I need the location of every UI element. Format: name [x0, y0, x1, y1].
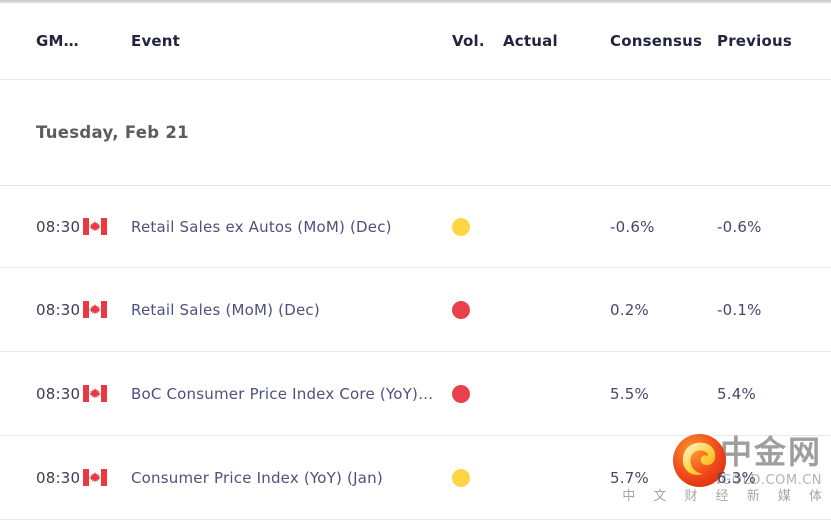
canada-flag-icon	[83, 385, 108, 402]
watermark-brand: 中金网	[719, 433, 822, 471]
column-header-actual[interactable]: Actual	[503, 32, 558, 50]
event-name-link[interactable]: Consumer Price Index (YoY) (Jan)	[131, 468, 383, 487]
column-header-previous[interactable]: Previous	[717, 32, 792, 50]
volatility-dot-icon	[452, 217, 470, 236]
consensus-value: 5.5%	[610, 384, 649, 403]
previous-value: 5.4%	[717, 384, 756, 403]
event-name-link[interactable]: Retail Sales (MoM) (Dec)	[131, 300, 320, 319]
table-top-border	[0, 0, 831, 3]
watermark-tagline: 中 文 财 经 新 媒 体	[622, 489, 829, 504]
event-name-link[interactable]: Retail Sales ex Autos (MoM) (Dec)	[131, 217, 392, 236]
volatility-dot-icon	[452, 468, 470, 487]
date-label: Tuesday, Feb 21	[36, 123, 189, 142]
consensus-value: 5.7%	[610, 468, 649, 487]
column-header-gmt[interactable]: GM…	[36, 32, 79, 50]
volatility-dot-icon	[452, 300, 470, 319]
column-header-vol[interactable]: Vol.	[452, 32, 485, 50]
watermark: 中金网 CNGOLD.COM.CN 中 文 财 经 新 媒 体	[622, 430, 822, 504]
table-header-row: GM… Event Vol. Actual Consensus Previous	[0, 3, 831, 80]
table-row[interactable]: 08:30 Retail Sales ex Autos (MoM) (Dec) …	[0, 186, 831, 268]
event-time: 08:30	[36, 384, 81, 403]
canada-flag-icon	[83, 218, 108, 235]
event-name-link[interactable]: BoC Consumer Price Index Core (YoY)…	[131, 384, 434, 403]
canada-flag-icon	[83, 301, 108, 318]
date-section-row: Tuesday, Feb 21	[0, 80, 831, 186]
event-time: 08:30	[36, 468, 81, 487]
event-rows-container: 08:30 Retail Sales ex Autos (MoM) (Dec) …	[0, 186, 831, 520]
canada-flag-icon	[83, 469, 108, 486]
column-header-consensus[interactable]: Consensus	[610, 32, 703, 50]
table-row[interactable]: 08:30 BoC Consumer Price Index Core (YoY…	[0, 352, 831, 436]
column-header-event[interactable]: Event	[131, 32, 181, 50]
cngold-logo-icon	[672, 433, 727, 488]
watermark-url: CNGOLD.COM.CN	[701, 473, 822, 488]
event-time: 08:30	[36, 217, 81, 236]
previous-value: 6.3%	[717, 468, 756, 487]
consensus-value: -0.6%	[610, 217, 655, 236]
event-time: 08:30	[36, 300, 81, 319]
table-row[interactable]: 08:30 Retail Sales (MoM) (Dec) 0.2% -0.1…	[0, 268, 831, 352]
previous-value: -0.6%	[717, 217, 762, 236]
consensus-value: 0.2%	[610, 300, 649, 319]
previous-value: -0.1%	[717, 300, 762, 319]
volatility-dot-icon	[452, 384, 470, 403]
